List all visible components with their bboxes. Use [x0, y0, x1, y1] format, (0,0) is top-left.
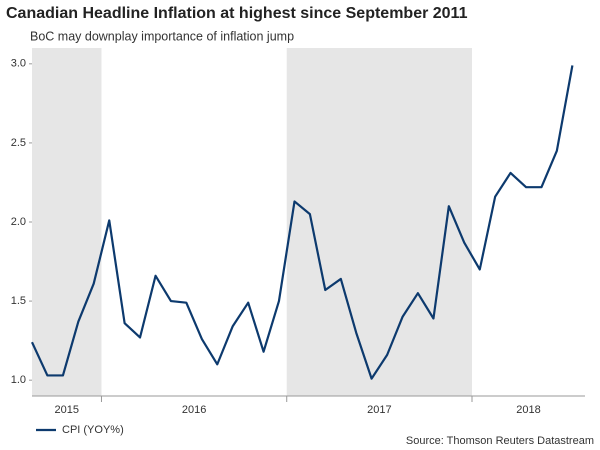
source: Source: Thomson Reuters Datastream — [406, 435, 594, 447]
series-line — [31, 65, 574, 380]
y-tick-label: 1.0 — [11, 374, 26, 386]
shaded-band — [286, 48, 472, 396]
chart-subtitle: BoC may downplay importance of inflation… — [30, 29, 294, 43]
shaded-band — [32, 48, 102, 396]
legend-label: CPI (YOY%) — [62, 424, 124, 436]
chart-title: Canadian Headline Inflation at highest s… — [6, 5, 468, 22]
y-tick-label: 3.0 — [11, 58, 26, 70]
y-tick-label: 2.5 — [11, 137, 26, 149]
x-tick-label: 2018 — [516, 404, 540, 416]
x-tick-label: 2017 — [367, 404, 391, 416]
y-tick-label: 2.0 — [11, 216, 26, 228]
x-tick-label: 2016 — [182, 404, 206, 416]
x-tick-label: 2015 — [54, 404, 78, 416]
y-tick-label: 1.5 — [11, 295, 26, 307]
